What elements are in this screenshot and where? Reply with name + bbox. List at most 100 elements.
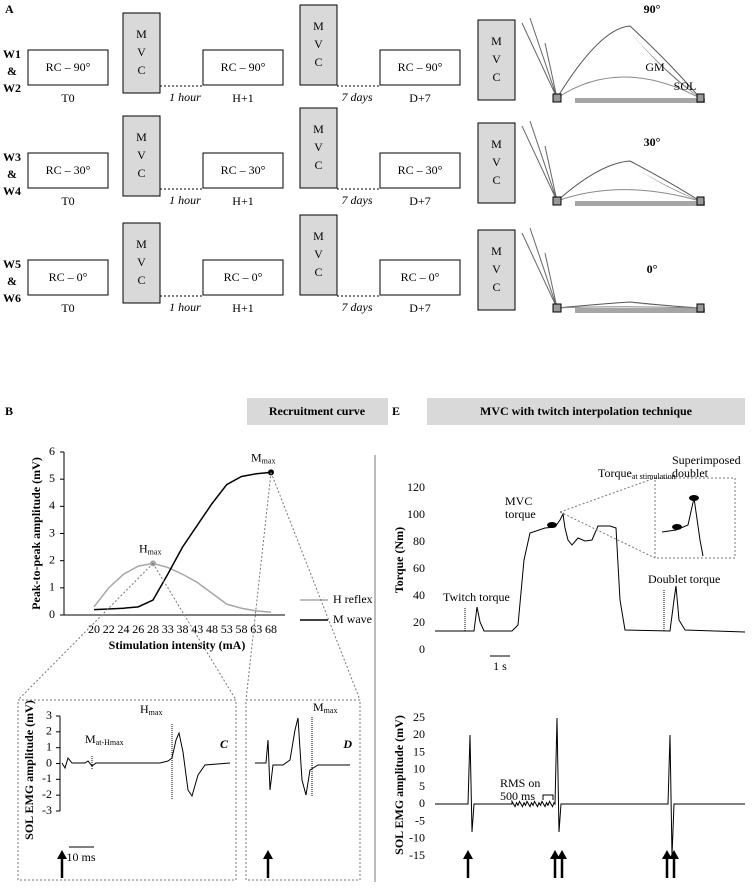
condition-label: RC – 30° (398, 163, 443, 177)
y-tick-label: -1 (42, 771, 52, 785)
mvc-box (477, 122, 516, 204)
stim-arrow-head (557, 850, 567, 859)
mvc-letter: V (137, 255, 146, 269)
mvc-letter: V (314, 247, 323, 261)
y-tick-label: -10 (409, 831, 425, 845)
y-tick-label: 3 (49, 525, 55, 539)
mvc-letter: C (137, 273, 145, 287)
label-sub: max (262, 456, 276, 465)
group-label: W4 (3, 184, 21, 198)
condition-label: RC – 90° (221, 60, 266, 74)
x-tick-label: 63 (250, 622, 262, 636)
stim-arrow-head (550, 850, 560, 859)
condition-label: RC – 0° (401, 270, 440, 284)
label-main: H (140, 702, 149, 716)
m-label: Mat-Hmax (85, 732, 124, 747)
rc-box (379, 259, 461, 296)
mvc-letter: M (313, 19, 324, 33)
mvc-letter: V (137, 45, 146, 59)
zoom-trace (661, 497, 704, 557)
annotation: RMS on (500, 776, 540, 790)
legend-label: H reflex (333, 592, 373, 606)
mvc-letter: C (314, 55, 322, 69)
y-tick-label: 1 (49, 580, 55, 594)
interval-label: 7 days (342, 193, 373, 207)
connector (17, 472, 361, 701)
mvc-letter: V (137, 148, 146, 162)
muscle-line (556, 189, 701, 202)
stim-arrow-head (662, 850, 672, 859)
group-label: & (7, 167, 17, 181)
mvc-letter: V (492, 52, 501, 66)
time-label: H+1 (232, 301, 253, 315)
y-axis-label: Peak-to-peak amplitude (mV) (29, 457, 43, 610)
scale-label: 1 s (493, 659, 507, 673)
annotation: Twitch torque (443, 590, 510, 604)
y-axis-label: SOL EMG amplitude (mV) (392, 715, 406, 855)
mvc-letter: M (491, 34, 502, 48)
header-box (427, 398, 745, 425)
time-label: H+1 (232, 91, 253, 105)
y-tick-label: 15 (413, 744, 425, 758)
annotation: doublet (672, 466, 709, 480)
condition-label: RC – 30° (221, 163, 266, 177)
mvc-letter: V (314, 140, 323, 154)
platform (575, 98, 705, 103)
time-label: H+1 (232, 194, 253, 208)
y-tick-label: 2 (49, 552, 55, 566)
condition-label: RC – 0° (224, 270, 263, 284)
rc-box (27, 152, 109, 189)
zoom-point (689, 495, 699, 501)
x-tick-label: 33 (162, 622, 174, 636)
annotation: torque (505, 507, 536, 521)
y-tick-label: -15 (409, 848, 425, 862)
y-tick-label: 10 (413, 762, 425, 776)
label-sub: max (324, 706, 338, 715)
muscle-label: GM (645, 60, 665, 74)
y-axis-label: Torque (Nm) (392, 527, 406, 593)
panel-label: E (392, 404, 400, 418)
rms-bracket (542, 794, 554, 800)
zoom-box (654, 477, 736, 559)
amp-marker (91, 724, 173, 800)
mvc-letter: C (492, 280, 500, 294)
y-tick-label: 5 (419, 779, 425, 793)
h-label: Hmax (140, 702, 162, 717)
emg-trace (255, 717, 350, 796)
mvc-letter: M (313, 122, 324, 136)
stim-arrow-head (669, 850, 679, 859)
shank (556, 301, 701, 309)
panel-header: Recruitment curve (269, 404, 366, 418)
label-sub: at stimulation (632, 472, 676, 481)
group-label: W6 (3, 291, 21, 305)
y-tick-label: 0 (419, 796, 425, 810)
y-tick-label: -3 (42, 803, 52, 817)
platform (575, 308, 705, 313)
panel-label: C (220, 737, 229, 751)
muscle-label: SOL (674, 79, 697, 93)
time-label: D+7 (409, 194, 430, 208)
series-line (93, 562, 272, 614)
condition-label: RC – 30° (46, 163, 91, 177)
x-axis-label: Stimulation intensity (mA) (109, 638, 246, 652)
rc-box (379, 152, 461, 189)
panel-header: MVC with twitch interpolation technique (480, 404, 693, 418)
angle-label: 30° (644, 135, 661, 149)
thigh (521, 227, 558, 309)
time-label: D+7 (409, 91, 430, 105)
y-tick-label: 4 (49, 498, 55, 512)
group-label: W2 (3, 81, 21, 95)
label-main: M (313, 700, 324, 714)
group-label: & (7, 274, 17, 288)
time-label: T0 (61, 194, 74, 208)
annotation: MVC (505, 494, 532, 508)
y-tick-label: 40 (413, 588, 425, 602)
y-tick-label: 1 (46, 739, 52, 753)
label-main: Torque (598, 466, 632, 480)
annotation: Superimposed (672, 453, 741, 467)
y-tick-label: 0 (46, 755, 52, 769)
panel-label: B (5, 404, 13, 418)
m-max-label: Mmax (251, 450, 275, 465)
